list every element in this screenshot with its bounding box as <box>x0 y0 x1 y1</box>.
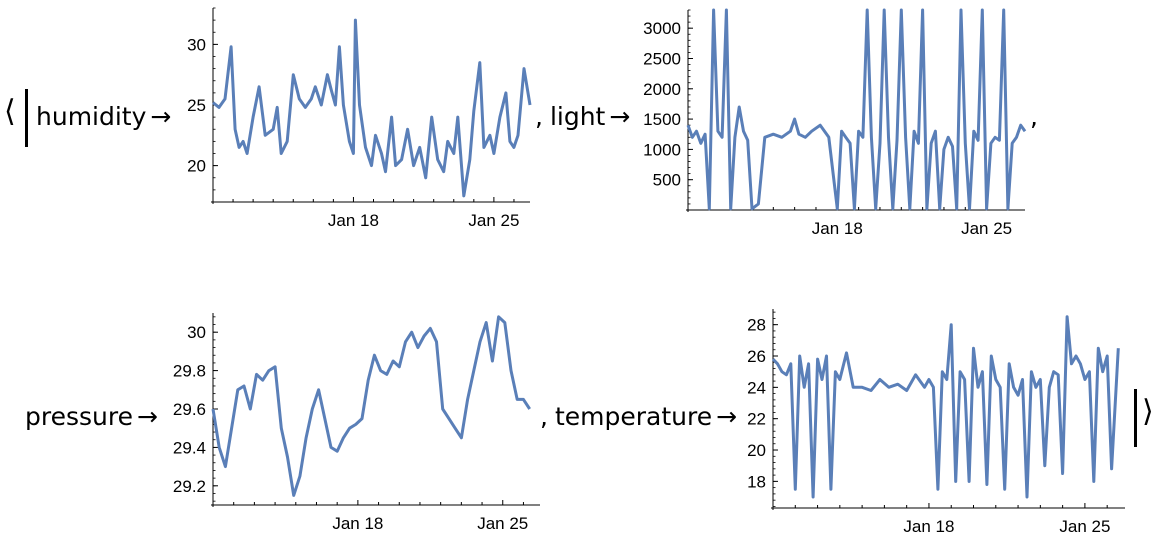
close-bar <box>1134 389 1137 447</box>
y-tick-label: 28 <box>747 316 766 335</box>
y-tick-label: 26 <box>747 347 766 366</box>
y-tick-label: 29.4 <box>173 438 206 457</box>
pressure-key: pressure <box>25 402 133 431</box>
y-tick-label: 30 <box>187 35 206 54</box>
x-tick-label: Jan 25 <box>961 219 1012 238</box>
pressure-chart: 29.2 29.4 29.6 29.8 30 Jan 18 Jan 25 <box>173 313 540 533</box>
light-series-line <box>686 8 1027 211</box>
humidity-label: humidity → <box>36 102 171 131</box>
temperature-chart: 18 20 22 24 26 28 Jan 18 Jan 25 <box>747 309 1125 536</box>
pressure-label: pressure → <box>25 402 158 431</box>
x-tick-label: Jan 18 <box>328 211 379 230</box>
light-label: , light → <box>535 102 630 131</box>
y-tick-label: 25 <box>187 96 206 115</box>
x-tick-label: Jan 25 <box>1059 517 1110 536</box>
temperature-label: , temperature → <box>540 402 737 431</box>
humidity-key: humidity <box>36 102 147 131</box>
light-chart: 500 1000 1500 2000 2500 3000 Jan 18 Jan 25 <box>643 8 1027 238</box>
arrow: → <box>609 102 631 131</box>
temperature-series-line <box>771 315 1120 499</box>
humidity-chart: 20 25 30 Jan 18 Jan 25 <box>187 7 532 230</box>
x-tick-label: Jan 25 <box>468 211 519 230</box>
y-tick-label: 29.2 <box>173 477 206 496</box>
close-angle-bracket: ⟩ <box>1142 394 1154 429</box>
y-tick-label: 24 <box>747 378 766 397</box>
y-tick-label: 22 <box>747 410 766 429</box>
x-tick-label: Jan 18 <box>903 517 954 536</box>
y-tick-label: 29.6 <box>173 400 206 419</box>
humidity-series-line <box>212 18 532 198</box>
light-key: light <box>549 102 606 131</box>
y-tick-label: 2500 <box>643 49 681 68</box>
comma: , <box>535 102 543 131</box>
arrow: → <box>150 102 172 131</box>
comma: , <box>1030 102 1038 131</box>
y-tick-label: 30 <box>187 323 206 342</box>
pressure-series-line <box>211 315 531 497</box>
y-tick-label: 1000 <box>643 140 681 159</box>
arrow: → <box>136 402 158 431</box>
arrow: → <box>716 402 738 431</box>
y-tick-label: 20 <box>747 441 766 460</box>
x-tick-label: Jan 25 <box>477 514 528 533</box>
temperature-key: temperature <box>554 402 713 431</box>
y-tick-label: 1500 <box>643 110 681 129</box>
x-tick-label: Jan 18 <box>812 219 863 238</box>
comma: , <box>540 402 548 431</box>
open-bar <box>25 89 28 147</box>
y-tick-label: 500 <box>653 171 681 190</box>
y-tick-label: 29.8 <box>173 362 206 381</box>
y-tick-label: 2000 <box>643 80 681 99</box>
open-angle-bracket: ⟨ <box>4 94 16 129</box>
y-tick-label: 20 <box>187 157 206 176</box>
y-tick-label: 18 <box>747 472 766 491</box>
x-tick-label: Jan 18 <box>332 514 383 533</box>
y-tick-label: 3000 <box>643 19 681 38</box>
